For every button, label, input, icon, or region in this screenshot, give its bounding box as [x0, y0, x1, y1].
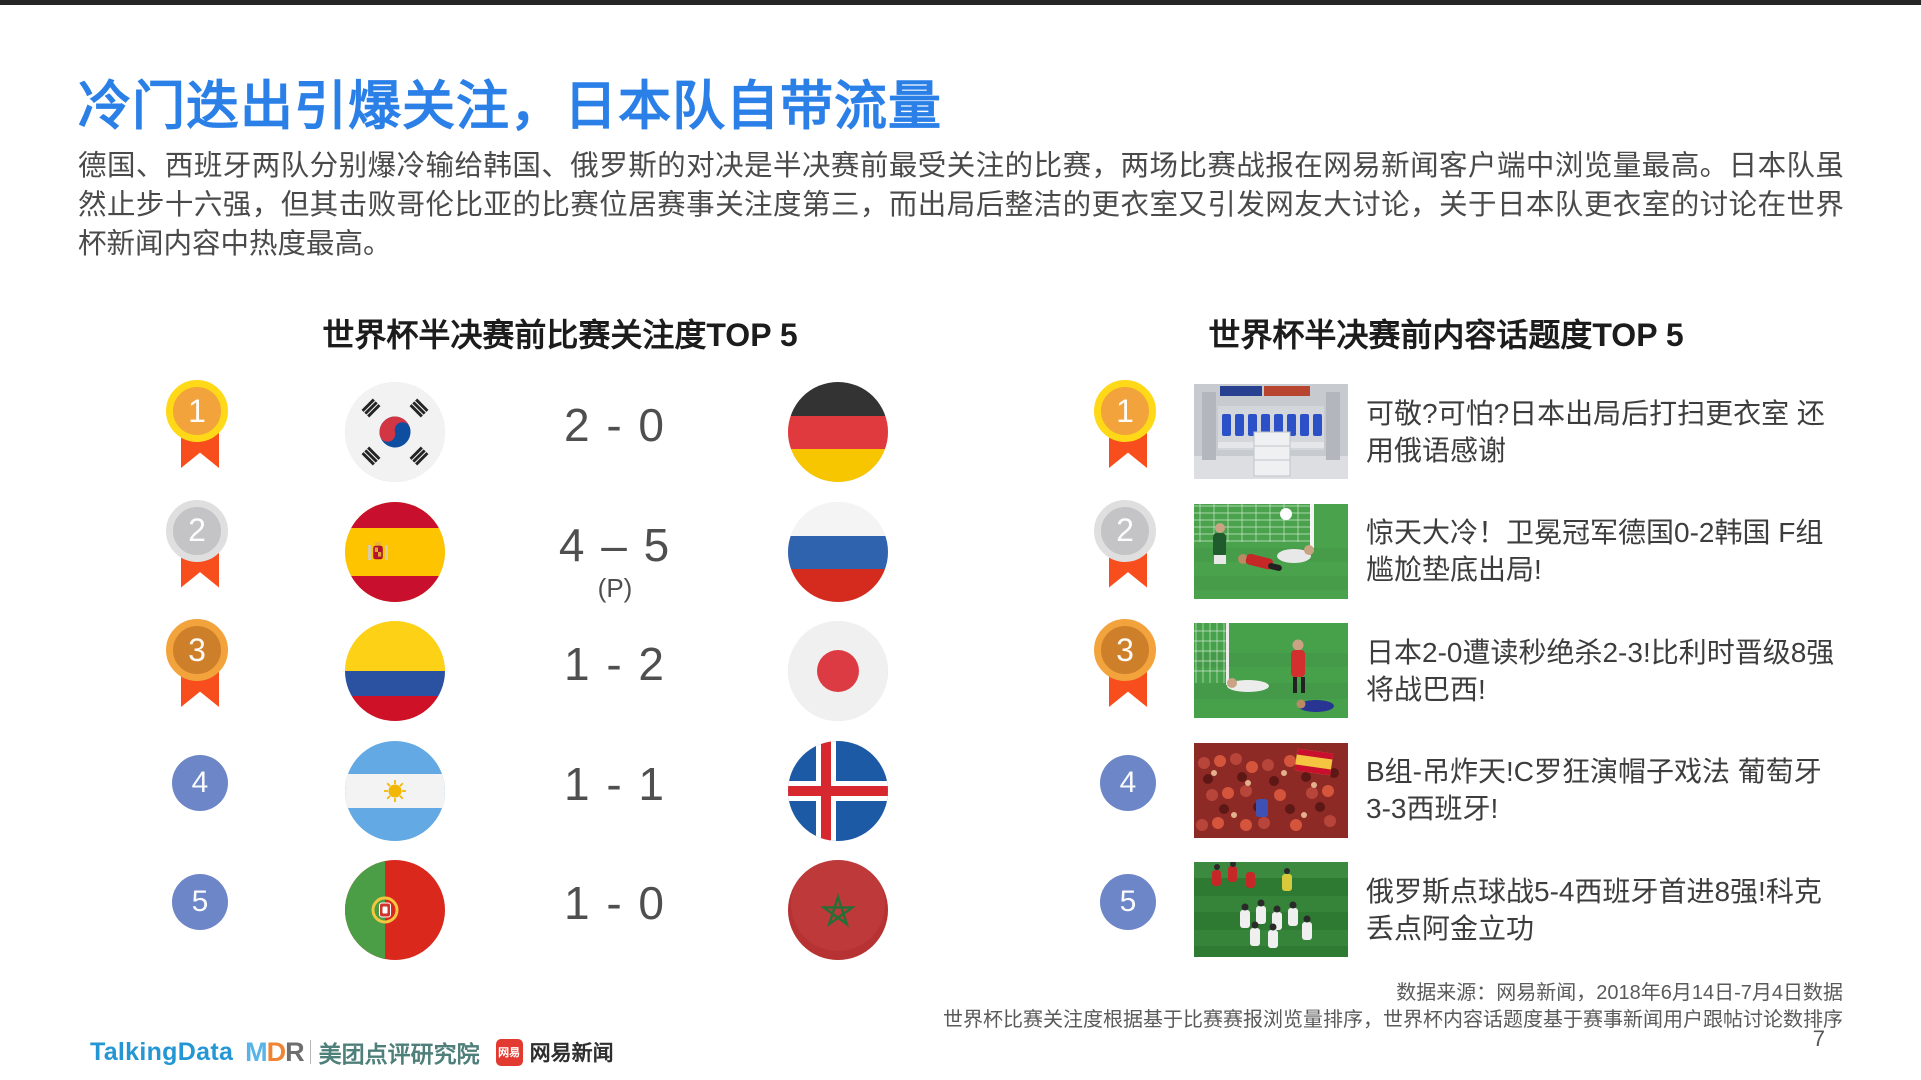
silver-medal-icon: 2 — [166, 499, 234, 598]
content-topic-list: 1 可敬?可 — [1094, 372, 1854, 970]
talkingdata-logo: TalkingData — [90, 1037, 234, 1066]
page-number: 7 — [1812, 1026, 1825, 1051]
germany-flag-icon — [788, 382, 888, 482]
gold-medal-icon: 1 — [1094, 380, 1162, 478]
morocco-flag-icon — [788, 860, 888, 960]
data-source-line2: 世界杯比赛关注度根据基于比赛赛报浏览量排序，世界杯内容话题度基于赛事新闻用户跟帖… — [943, 1009, 1843, 1031]
meituan-dianping-institute-logo: 美团点评研究院 — [318, 1041, 480, 1067]
news-item-2: 2 — [1094, 492, 1854, 612]
footer-logos: TalkingData MDR 美团点评研究院 网易 网易新闻 — [90, 1035, 614, 1069]
netease-news-logo: 网易新闻 — [529, 1042, 614, 1065]
blue-circle-badge: 4 — [1094, 739, 1162, 837]
logo-divider — [309, 1040, 311, 1064]
news-item-5: 5 — [1094, 850, 1854, 970]
match-score: 1 - 2 — [563, 638, 667, 690]
argentina-flag-icon — [345, 740, 445, 841]
germany-korea-goal-photo — [1194, 503, 1348, 599]
news-title: 惊天大冷！卫冕冠军德国0-2韩国 F组尴尬垫底出局! — [1366, 517, 1824, 586]
japan-belgium-goal-photo — [1194, 623, 1348, 718]
portugal-spain-fans-photo — [1194, 742, 1348, 838]
silver-medal-icon: 2 — [1094, 499, 1162, 598]
iceland-flag-icon — [788, 740, 888, 841]
match-score: 4 – 5 (P) — [515, 492, 715, 611]
rank-number: 1 — [1116, 392, 1134, 429]
intro-paragraph: 德国、西班牙两队分别爆冷输给韩国、俄罗斯的对决是半决赛前最受关注的比赛，两场比赛… — [78, 150, 1844, 260]
data-source-line1: 数据来源：网易新闻，2018年6月14日-7月4日数据 — [1396, 982, 1843, 1004]
rank-number: 2 — [188, 512, 206, 548]
netease-app-icon: 网易 — [495, 1038, 523, 1066]
blue-circle-badge: 5 — [1094, 858, 1162, 956]
match-row-1: 1 2 - 0 — [130, 372, 930, 492]
blue-circle-badge: 4 — [166, 739, 234, 837]
right-panel-title: 世界杯半决赛前内容话题度TOP 5 — [1208, 317, 1684, 353]
japan-flag-icon — [788, 621, 888, 721]
spain-flag-icon — [345, 501, 445, 602]
rank-number: 3 — [188, 631, 206, 668]
news-title: 俄罗斯点球战5-4西班牙首进8强!科克丢点阿金立功 — [1366, 875, 1822, 944]
bronze-medal-icon: 3 — [166, 619, 234, 717]
russia-spain-celebration-photo — [1194, 862, 1348, 957]
rank-number: 5 — [1119, 885, 1137, 918]
rank-number: 4 — [191, 765, 209, 799]
match-row-5: 5 1 - 0 — [130, 850, 930, 970]
news-item-4: 4 — [1094, 731, 1854, 851]
page-title: 冷门迭出引爆关注，日本队自带流量 — [78, 77, 942, 136]
russia-flag-icon — [788, 501, 888, 602]
south-korea-flag-icon — [345, 382, 445, 482]
portugal-flag-icon — [345, 860, 445, 960]
mdr-logo: MDR — [245, 1036, 304, 1067]
match-score: 2 - 0 — [563, 399, 667, 451]
gold-medal-icon: 1 — [166, 380, 234, 478]
match-row-4: 4 1 - 1 — [130, 731, 930, 851]
penalty-note: (P) — [597, 572, 633, 603]
match-row-2: 2 4 – 5 (P) — [130, 492, 930, 612]
rank-number: 2 — [1116, 512, 1134, 548]
bronze-medal-icon: 3 — [1094, 619, 1162, 717]
match-score: 1 - 1 — [563, 757, 667, 810]
news-title: 可敬?可怕?日本出局后打扫更衣室 还用俄语感谢 — [1366, 397, 1825, 466]
data-source-note: 数据来源：网易新闻，2018年6月14日-7月4日数据 世界杯比赛关注度根据基于… — [943, 980, 1843, 1034]
colombia-flag-icon — [345, 621, 445, 721]
match-score: 1 - 0 — [563, 877, 667, 929]
rank-number: 3 — [1116, 631, 1134, 668]
news-item-3: 3 — [1094, 611, 1854, 731]
news-item-1: 1 可敬?可 — [1094, 372, 1854, 492]
japan-locker-room-photo — [1194, 384, 1348, 479]
news-title: B组-吊炸天!C罗狂演帽子戏法 葡萄牙3-3西班牙! — [1366, 756, 1822, 825]
blue-circle-badge: 5 — [166, 858, 234, 956]
left-panel-title: 世界杯半决赛前比赛关注度TOP 5 — [322, 317, 798, 353]
window-top-edge — [0, 0, 1921, 5]
rank-number: 1 — [188, 392, 206, 429]
match-row-3: 3 1 - 2 — [130, 611, 930, 731]
rank-number: 4 — [1119, 765, 1137, 799]
rank-number: 5 — [191, 885, 209, 918]
match-attention-list: 1 2 - 0 — [130, 372, 930, 970]
news-title: 日本2-0遭读秒绝杀2-3!比利时晋级8强将战巴西! — [1366, 636, 1835, 705]
